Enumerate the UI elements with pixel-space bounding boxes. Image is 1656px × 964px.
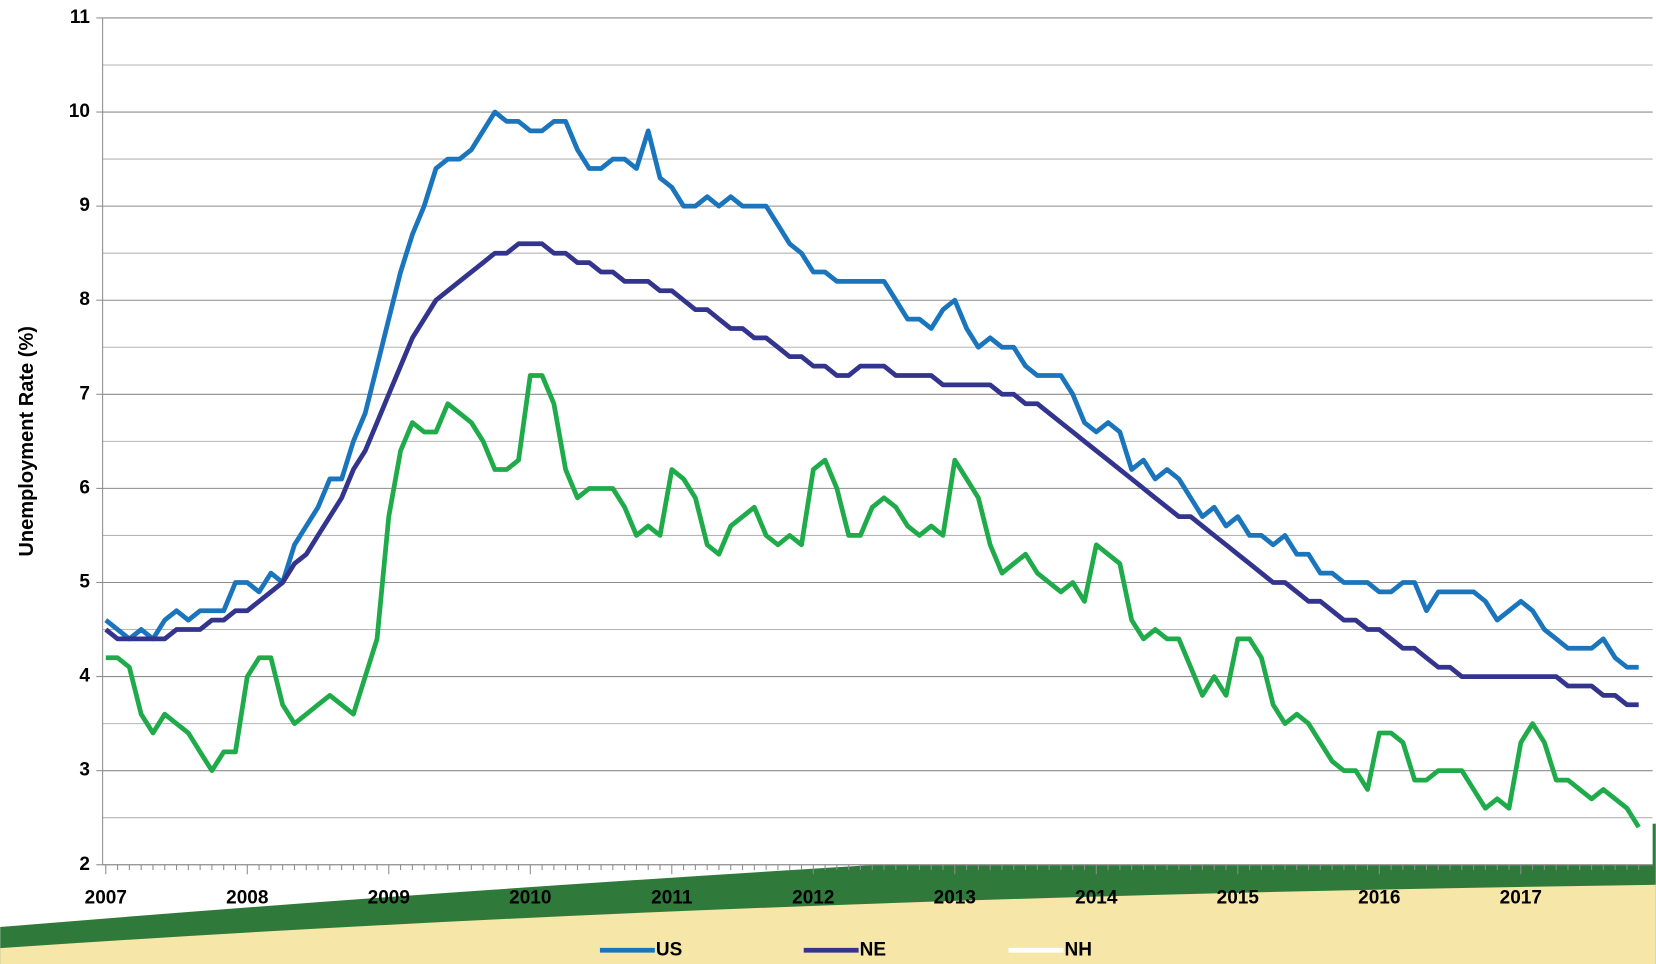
y-axis-title: Unemployment Rate (%) <box>16 326 38 557</box>
x-tick-label: 2013 <box>934 888 976 909</box>
y-tick-label: 11 <box>70 7 91 28</box>
x-tick-label: 2007 <box>85 888 127 909</box>
y-tick-label: 5 <box>79 571 90 592</box>
y-tick-label: 9 <box>79 195 90 216</box>
y-tick-label: 8 <box>79 289 90 310</box>
x-tick-label: 2010 <box>509 888 551 909</box>
legend-label: NE <box>860 939 886 960</box>
x-tick-label: 2009 <box>368 888 410 909</box>
y-tick-label: 7 <box>79 383 90 404</box>
x-tick-label: 2008 <box>226 888 268 909</box>
x-tick-label: 2011 <box>651 888 693 909</box>
y-tick-label: 3 <box>79 760 90 781</box>
legend-label: NH <box>1065 939 1092 960</box>
y-tick-label: 2 <box>79 854 90 875</box>
y-tick-label: 10 <box>69 101 90 122</box>
chart: 2 3 4 5 6 7 8 9 10 11 2007 2008 2009 2010 2011 2012 2013… <box>0 0 1656 964</box>
y-tick-label: 4 <box>79 666 90 687</box>
x-tick-label: 2016 <box>1358 888 1400 909</box>
x-tick-label: 2015 <box>1217 888 1260 909</box>
x-tick-label: 2014 <box>1075 888 1118 909</box>
page: {"chart_data": { "type": "line", "y_labe… <box>0 0 1656 964</box>
x-tick-label: 2012 <box>792 888 834 909</box>
legend-label: US <box>656 939 682 960</box>
x-tick-label: 2017 <box>1500 888 1542 909</box>
y-tick-label: 6 <box>79 477 90 498</box>
